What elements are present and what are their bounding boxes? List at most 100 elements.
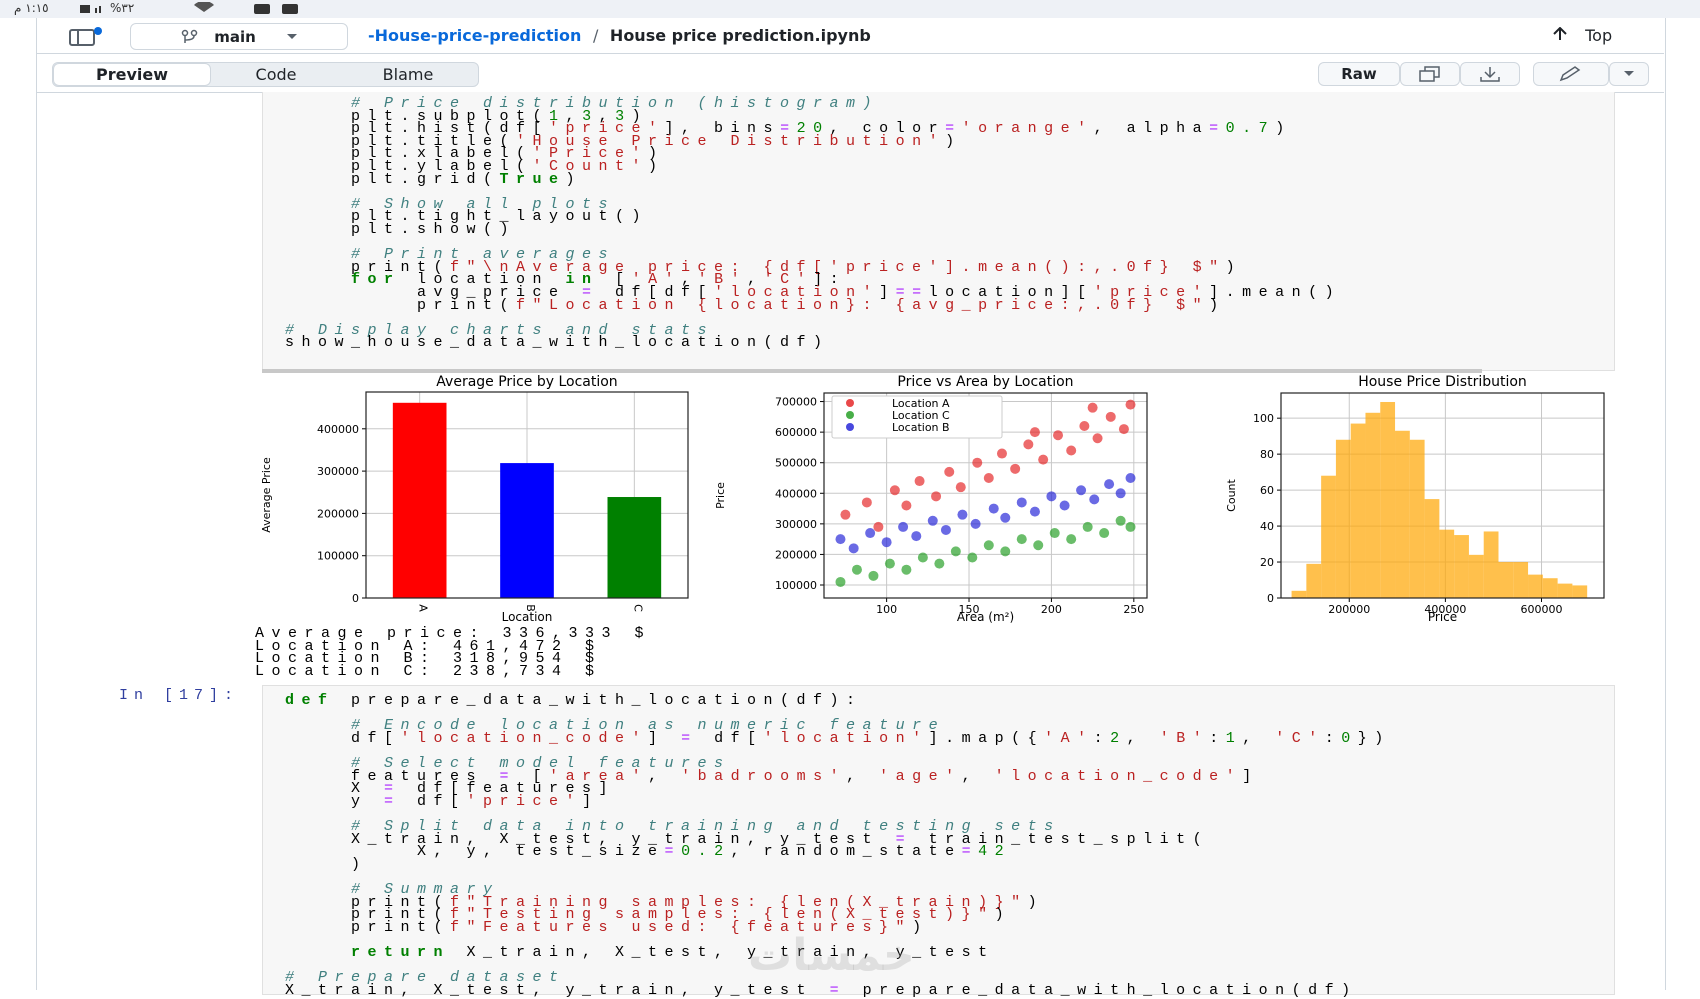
code-line: print(f"Location {location}: {avg_price:… <box>285 296 1226 314</box>
up-arrow <box>1553 26 1567 40</box>
scatter-point <box>1066 445 1077 456</box>
code-line: df['location_code'] = df['location'].map… <box>285 729 1391 747</box>
scatter-point <box>865 528 876 539</box>
y-tick-label: 600000 <box>775 426 817 439</box>
tab-label: Preview <box>95 65 168 84</box>
y-tick-label: 80 <box>1260 448 1274 461</box>
histogram-bar <box>1572 585 1588 598</box>
separator: / <box>592 26 599 45</box>
histogram-bar <box>1557 583 1573 598</box>
sidebar-toggle[interactable] <box>68 26 108 48</box>
code-line: print(f"Testing samples: {len(X_test)}") <box>285 906 1012 924</box>
scatter-point <box>934 558 945 569</box>
edit-button[interactable] <box>1533 62 1609 86</box>
scatter-point <box>861 497 872 508</box>
tab-code[interactable]: Code <box>212 63 340 86</box>
x-axis-label: Area (m²) <box>957 610 1014 624</box>
scatter-point <box>983 540 994 551</box>
tab-blame[interactable]: Blame <box>340 63 476 86</box>
code-line: # Prepare dataset <box>285 969 566 987</box>
y-tick-label: 400000 <box>775 487 817 500</box>
top-link[interactable]: Top <box>1552 26 1612 45</box>
scatter-point <box>901 564 912 575</box>
scatter-point <box>1046 491 1057 502</box>
scatter-point <box>1099 528 1110 539</box>
x-tick-label: A <box>417 604 430 612</box>
scatter-point <box>1105 411 1116 422</box>
breadcrumb: -House-price-prediction / House price pr… <box>368 26 871 45</box>
y-axis-label: Price <box>714 482 727 509</box>
scatter-point <box>957 509 968 520</box>
code-line: # Summary <box>351 881 500 898</box>
y-tick-label: 700000 <box>775 396 817 409</box>
histogram-bar <box>1335 439 1351 598</box>
scatter-point <box>914 476 925 487</box>
scatter-point <box>1029 427 1040 438</box>
download-button[interactable] <box>1460 62 1520 86</box>
scatter-point <box>889 485 900 496</box>
y-tick-label: 300000 <box>317 465 359 478</box>
plot-frame <box>1280 392 1605 599</box>
code-line: X, y, test_size=0.2, random_state=42 <box>285 843 1012 861</box>
watermark: خمسات <box>748 930 915 981</box>
caret <box>1624 71 1634 76</box>
x-tick-label: C <box>631 604 644 612</box>
file-frame <box>36 18 1666 990</box>
more-button[interactable] <box>1609 62 1649 86</box>
scatter-point <box>940 524 951 535</box>
raw-button[interactable]: Raw <box>1318 62 1400 86</box>
bar <box>500 463 554 598</box>
scatter-point <box>1010 463 1021 474</box>
code-line: plt.subplot(1,3,3) <box>285 107 649 125</box>
code-line: plt.grid(True) <box>285 170 583 188</box>
scatter-point <box>835 576 846 587</box>
scatter-point <box>1082 521 1093 532</box>
histogram-bar <box>1424 499 1440 598</box>
top-label: Top <box>1585 26 1613 45</box>
y-axis-label: Average Price <box>260 457 273 533</box>
scatter-point <box>988 503 999 514</box>
y-tick-label: 60 <box>1260 484 1274 497</box>
histogram-bar <box>1454 535 1469 598</box>
scatter-point <box>1066 534 1077 545</box>
code-line: # Show all plots <box>351 195 616 213</box>
scatter-point <box>931 491 942 502</box>
code-line: features = ['area', 'badrooms', 'age', '… <box>285 767 1259 785</box>
bar <box>392 402 447 598</box>
cell-prompt: In [17]: <box>119 687 240 704</box>
status-bar: ١:١٥ م %٣٢ <box>0 0 1700 18</box>
repo-link[interactable]: -House-price-prediction <box>368 26 582 45</box>
y-tick-label: 400000 <box>317 423 359 436</box>
chart-output: 0 100000 200000 300000 400000 A B C Average Pric… <box>260 374 1605 624</box>
bar <box>607 497 662 598</box>
y-axis-label: Count <box>1225 478 1238 511</box>
histogram-bar <box>1409 439 1425 598</box>
code-cell <box>262 685 1615 995</box>
legend-label: Location A <box>892 397 950 410</box>
scatter-point <box>884 558 895 569</box>
scatter-point <box>972 457 983 468</box>
code-line: plt.xlabel('Price') <box>285 145 665 163</box>
legend-marker <box>846 399 854 407</box>
scatter-point <box>898 521 909 532</box>
scatter-point <box>901 500 912 511</box>
code-line: plt.title('House Price Distribution') <box>285 132 962 150</box>
legend-marker <box>846 423 854 431</box>
x-tick-label: 400000 <box>1424 603 1466 616</box>
y-tick-label: 200000 <box>317 507 359 520</box>
x-tick-label: B <box>524 604 537 612</box>
raw-label: Raw <box>1341 65 1377 83</box>
x-axis-label: Price <box>1428 610 1457 624</box>
scatter-point <box>881 537 892 548</box>
tab-preview[interactable]: Preview <box>53 63 211 86</box>
scatter-point <box>911 531 922 542</box>
branch-icon <box>181 29 198 43</box>
copy-icon <box>1419 66 1440 82</box>
scatter-point <box>1089 494 1100 505</box>
histogram-bar <box>1306 563 1322 598</box>
branch-button[interactable]: main <box>130 23 348 50</box>
download-icon <box>1480 67 1500 82</box>
copy-button[interactable] <box>1400 62 1460 86</box>
scatter-point <box>927 515 938 526</box>
